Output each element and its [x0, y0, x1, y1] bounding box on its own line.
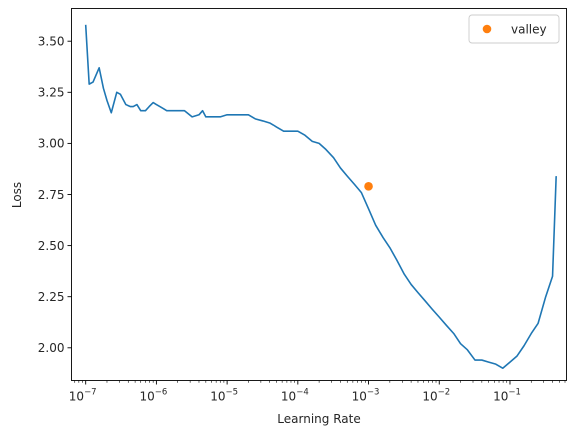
x-tick-label: 10−3 — [352, 388, 380, 404]
loss-curve — [84, 24, 557, 370]
y-axis-label: Loss — [10, 182, 24, 208]
legend-box — [468, 14, 560, 44]
x-tick-label: 10−2 — [422, 388, 450, 404]
y-tick-label: 2.75 — [38, 188, 65, 202]
y-tick-label: 3.25 — [38, 86, 65, 100]
legend-valley-label: valley — [511, 23, 547, 37]
plot-frame — [71, 8, 567, 381]
x-tick-label: 10−4 — [281, 388, 309, 404]
y-tick-label: 2.00 — [38, 341, 65, 355]
y-tick-label: 3.00 — [38, 137, 65, 151]
y-tick-label: 2.50 — [38, 239, 65, 253]
x-tick-label: 10−6 — [139, 388, 167, 404]
x-tick-label: 10−7 — [69, 388, 97, 404]
x-axis: 10−7 10−6 10−5 10−4 10−3 10−2 10−1 — [69, 380, 521, 404]
y-axis: 2.00 2.25 2.50 2.75 3.00 3.25 3.50 — [38, 35, 72, 355]
x-axis-label: Learning Rate — [277, 412, 360, 426]
legend: valley — [468, 14, 560, 44]
x-tick-label: 10−1 — [493, 388, 521, 404]
legend-valley-marker — [482, 24, 492, 34]
y-tick-label: 2.25 — [38, 290, 65, 304]
valley-marker — [364, 182, 373, 191]
y-tick-label: 3.50 — [38, 35, 65, 49]
x-tick-label: 10−5 — [210, 388, 238, 404]
